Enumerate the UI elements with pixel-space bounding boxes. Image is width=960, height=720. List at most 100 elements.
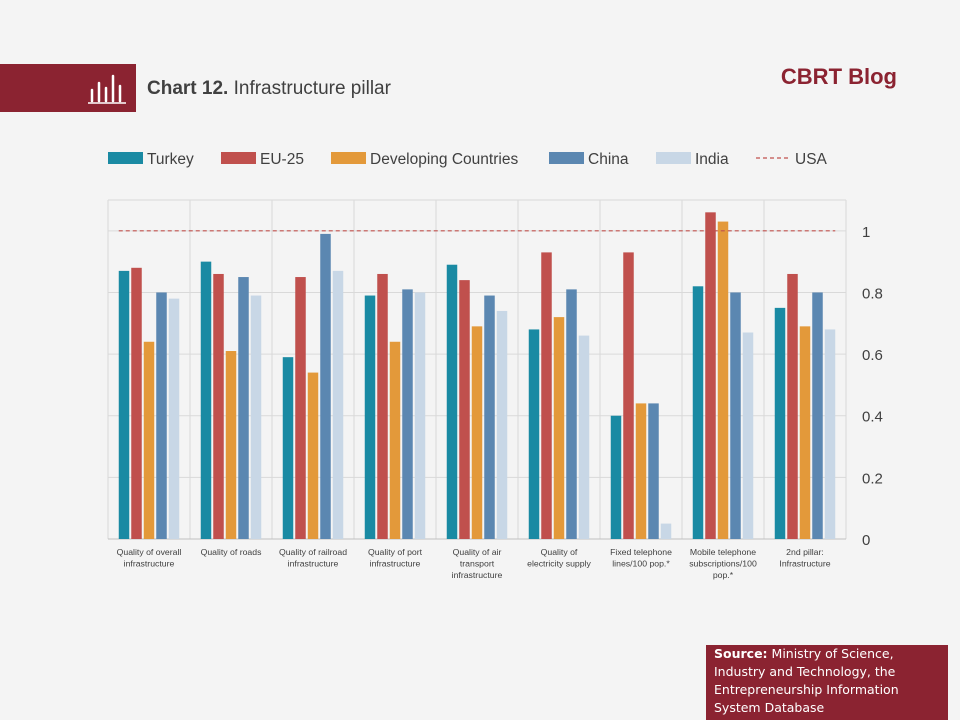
bar <box>225 351 237 539</box>
x-tick-label-line: infrastructure <box>452 570 503 580</box>
bar <box>496 310 508 539</box>
bar <box>578 335 590 539</box>
x-tick-label-line: electricity supply <box>527 559 591 569</box>
chart-number: Chart 12. <box>147 78 229 99</box>
bar <box>402 289 413 539</box>
bar <box>623 252 634 539</box>
brand-name: CBRT Blog <box>780 64 897 89</box>
y-tick-label: 0.2 <box>862 470 883 487</box>
x-tick-label: Quality of overall infrastructure <box>117 547 182 569</box>
source-note: Source: Ministry of Science, Industry an… <box>706 645 948 720</box>
x-tick-label-line: Quality of <box>541 547 578 557</box>
bar <box>730 292 741 539</box>
bar <box>471 326 483 539</box>
bar <box>459 280 470 539</box>
y-tick-label: 0.8 <box>862 285 883 302</box>
x-tick-label-line: transport <box>460 559 495 569</box>
bars <box>118 212 836 539</box>
bar <box>389 341 401 539</box>
legend-label: Turkey <box>147 151 194 168</box>
legend-swatch <box>108 152 143 164</box>
legend: Turkey EU-25 Developing Countries China Indi… <box>108 151 828 168</box>
legend-swatch <box>549 152 584 164</box>
x-tick-label-line: infrastructure <box>124 559 175 569</box>
bar <box>812 292 823 539</box>
x-tick-label-line: Quality of port <box>368 547 423 557</box>
source-text: Ministry of Science, Industry and Techno… <box>714 646 899 715</box>
bar <box>610 415 622 539</box>
x-tick-label: Fixed telephone lines/100 pop.* <box>610 547 672 569</box>
bar <box>332 270 344 539</box>
legend-label: USA <box>795 151 828 168</box>
x-tick-label: Quality of roads <box>201 547 262 557</box>
legend-label: Developing Countries <box>370 151 518 168</box>
bar <box>799 326 811 539</box>
bar <box>156 292 167 539</box>
y-axis: 0 0.2 0.4 0.6 0.8 1 <box>862 224 883 549</box>
x-axis: Quality of overall infrastructureQuality … <box>117 547 831 580</box>
bar <box>692 286 704 539</box>
bar <box>553 317 565 539</box>
x-tick-label-line: Quality of roads <box>201 547 262 557</box>
x-tick-label-line: Quality of overall <box>117 547 182 557</box>
bar <box>295 277 306 539</box>
legend-label: China <box>588 151 629 168</box>
x-tick-label: Quality of railroad infrastructure <box>279 547 347 569</box>
x-tick-label-line: Quality of railroad <box>279 547 347 557</box>
bar <box>364 295 376 539</box>
legend-label: EU-25 <box>260 151 304 168</box>
bar <box>541 252 552 539</box>
bar <box>660 523 672 539</box>
x-tick-label-line: Quality of air <box>453 547 502 557</box>
x-tick-label-line: infrastructure <box>370 559 421 569</box>
x-tick-label-line: 2nd pillar: <box>786 547 824 557</box>
bar <box>705 212 716 539</box>
bar <box>774 307 786 539</box>
y-tick-label: 0.6 <box>862 347 883 364</box>
x-tick-label-line: Mobile telephone <box>690 547 756 557</box>
bar <box>717 221 729 539</box>
legend-swatch <box>656 152 691 164</box>
bar <box>250 295 262 539</box>
x-tick-label-line: infrastructure <box>288 559 339 569</box>
chart-title: Infrastructure pillar <box>233 78 391 99</box>
y-tick-label: 1 <box>862 224 870 241</box>
x-tick-label: Quality of port infrastructure <box>368 547 423 569</box>
bar <box>566 289 577 539</box>
x-tick-label: Mobile telephone subscriptions/100 pop.* <box>689 547 757 580</box>
legend-label: India <box>695 151 729 168</box>
bar <box>446 264 458 539</box>
bar <box>377 273 388 539</box>
bar <box>320 233 331 539</box>
x-tick-label-line: Fixed telephone <box>610 547 672 557</box>
bar <box>742 332 754 539</box>
bar <box>648 403 659 539</box>
legend-swatch <box>221 152 256 164</box>
chart-heading: Chart 12. Infrastructure pillar <box>147 78 391 100</box>
bar <box>238 277 249 539</box>
x-tick-label-line: subscriptions/100 <box>689 559 757 569</box>
bar-chart-icon <box>88 74 126 104</box>
bar <box>528 329 540 539</box>
bar <box>307 372 319 539</box>
bar <box>143 341 155 539</box>
bar <box>635 403 647 539</box>
source-label: Source: <box>714 646 768 661</box>
bar <box>168 298 180 539</box>
x-tick-label: Quality of air transport infrastructure <box>452 547 503 580</box>
bar <box>484 295 495 539</box>
bar <box>787 273 798 539</box>
y-tick-label: 0 <box>862 532 870 549</box>
x-tick-label: Quality of electricity supply <box>527 547 591 569</box>
bar <box>118 270 130 539</box>
y-tick-label: 0.4 <box>862 409 883 426</box>
bar <box>824 329 836 539</box>
x-tick-label-line: pop.* <box>713 570 734 580</box>
bar <box>213 273 224 539</box>
bar <box>200 261 212 539</box>
bar <box>282 357 294 539</box>
x-tick-label-line: lines/100 pop.* <box>612 559 670 569</box>
x-tick-label: 2nd pillar: Infrastructure <box>779 547 830 569</box>
bar <box>414 292 426 539</box>
